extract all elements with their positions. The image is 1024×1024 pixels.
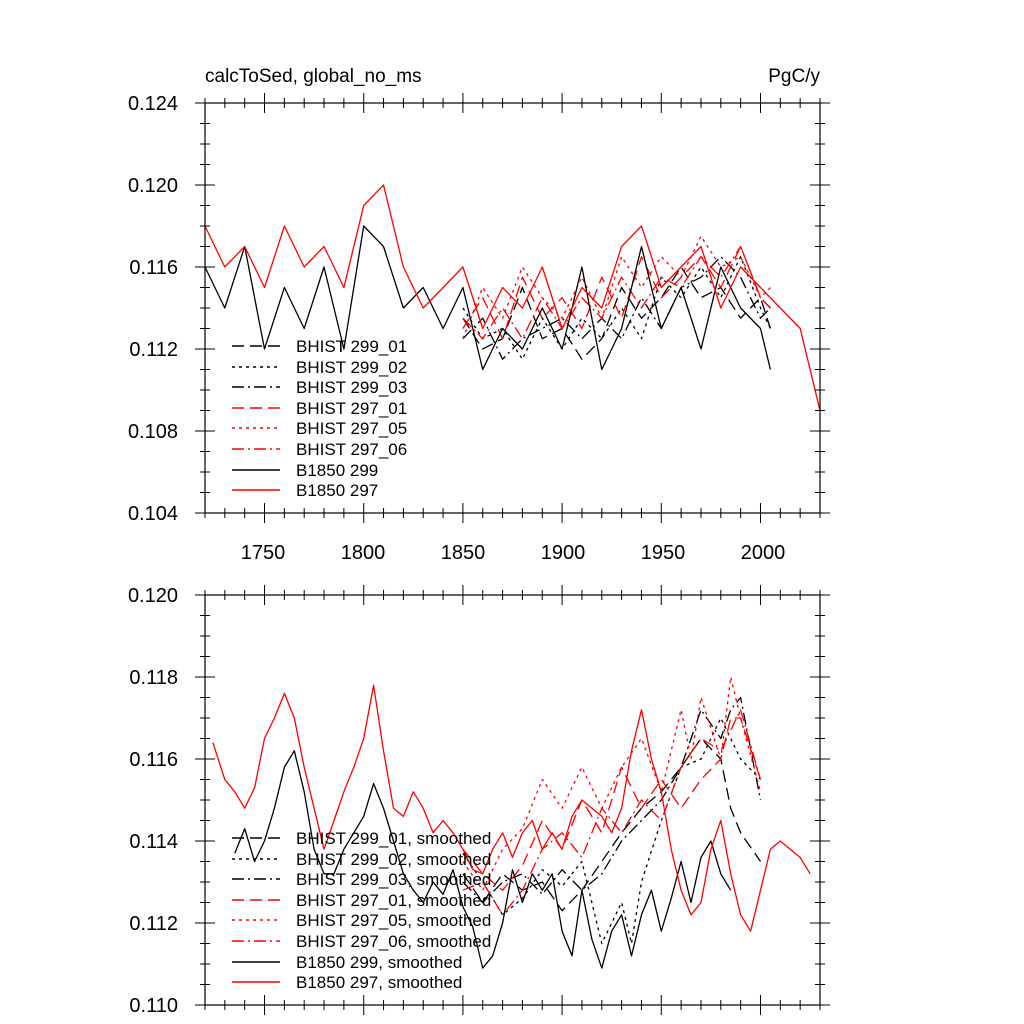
bottom-series-line-bhist-299-02-smoothed xyxy=(462,717,761,945)
top-series-line-bhist-299-01 xyxy=(462,266,772,360)
bottom-y-tick-label: 0.116 xyxy=(129,749,178,771)
legend-label: BHIST 299_01, smoothed xyxy=(296,829,491,848)
legend-label: BHIST 297_05, smoothed xyxy=(296,911,491,930)
bottom-series-line-bhist-299-03-smoothed xyxy=(462,696,762,904)
bottom-panel: 0.110 0.112 0.114 0.116 0.118 0.120 BHIS… xyxy=(128,585,830,1017)
legend-label: BHIST 297_01, smoothed xyxy=(296,891,491,910)
top-axis-ticks xyxy=(195,93,830,523)
bottom-y-tick-label: 0.120 xyxy=(128,585,178,607)
legend-label: B1850 297, smoothed xyxy=(296,973,462,992)
legend-label: BHIST 297_01 xyxy=(296,399,407,418)
legend-label: BHIST 297_05 xyxy=(296,419,407,438)
top-chart-title: calcToSed, global_no_ms xyxy=(205,66,422,87)
legend-label: BHIST 299_03 xyxy=(296,378,407,397)
bottom-series-line-bhist-297-06-smoothed xyxy=(462,709,762,916)
top-y-tick-labels: 0.104 0.108 0.112 0.116 0.120 0.124 xyxy=(128,93,178,525)
bottom-series-line-bhist-299-01-smoothed xyxy=(462,737,762,912)
bottom-series-line-bhist-297-01-smoothed xyxy=(462,717,762,891)
legend-label: BHIST 297_06 xyxy=(296,440,407,459)
legend-label: BHIST 299_02 xyxy=(296,358,407,377)
bottom-y-tick-label: 0.114 xyxy=(129,831,178,853)
top-y-tick-label: 0.120 xyxy=(128,175,178,197)
top-chart-units: PgC/y xyxy=(768,66,820,87)
top-series-line-b1850-297 xyxy=(204,184,821,411)
legend-label: B1850 297 xyxy=(296,481,378,500)
legend-label: BHIST 297_06, smoothed xyxy=(296,932,491,951)
top-legend: BHIST 299_01 BHIST 299_02 BHIST 299_03 B… xyxy=(232,337,407,500)
bottom-legend: BHIST 299_01, smoothed BHIST 299_02, smo… xyxy=(232,829,491,992)
top-y-tick-label: 0.112 xyxy=(129,339,178,361)
legend-label: BHIST 299_03, smoothed xyxy=(296,870,491,889)
top-x-tick-label: 1900 xyxy=(541,542,586,564)
bottom-y-tick-label: 0.110 xyxy=(129,995,178,1017)
top-x-tick-label: 1750 xyxy=(241,542,286,564)
top-y-tick-label: 0.116 xyxy=(129,257,178,279)
bottom-y-tick-label: 0.112 xyxy=(129,913,178,935)
top-panel: calcToSed, global_no_ms PgC/y 0.104 0.10… xyxy=(128,66,830,564)
top-series-line-bhist-299-03 xyxy=(462,256,771,360)
top-series-line-b1850-299 xyxy=(204,225,772,371)
top-y-tick-label: 0.108 xyxy=(128,421,178,443)
legend-label: B1850 299 xyxy=(296,461,378,480)
top-series-line-bhist-297-05 xyxy=(462,235,771,339)
top-series-line-bhist-297-06 xyxy=(462,245,771,340)
top-x-tick-label: 1850 xyxy=(441,542,486,564)
top-x-tick-label: 1800 xyxy=(341,542,386,564)
top-x-tick-labels: 1750 1800 1850 1900 1950 2000 xyxy=(241,542,786,564)
top-x-tick-label: 2000 xyxy=(741,542,786,564)
top-series-group xyxy=(204,184,821,411)
bottom-series-line-b1850-297-smoothed xyxy=(212,684,811,932)
bottom-series-group xyxy=(212,676,811,969)
legend-label: BHIST 299_02, smoothed xyxy=(296,850,491,869)
top-y-tick-label: 0.124 xyxy=(128,93,178,115)
bottom-y-tick-labels: 0.110 0.112 0.114 0.116 0.118 0.120 xyxy=(128,585,178,1017)
bottom-y-tick-label: 0.118 xyxy=(129,667,178,689)
bottom-axis-ticks xyxy=(195,585,830,1015)
legend-label: BHIST 299_01 xyxy=(296,337,407,356)
legend-label: B1850 299, smoothed xyxy=(296,953,462,972)
top-series-line-bhist-297-01 xyxy=(462,245,771,340)
bottom-series-line-b1850-299-smoothed xyxy=(234,750,732,969)
top-x-tick-label: 1950 xyxy=(641,542,686,564)
top-y-tick-label: 0.104 xyxy=(128,503,178,525)
top-series-line-bhist-299-02 xyxy=(462,256,771,360)
